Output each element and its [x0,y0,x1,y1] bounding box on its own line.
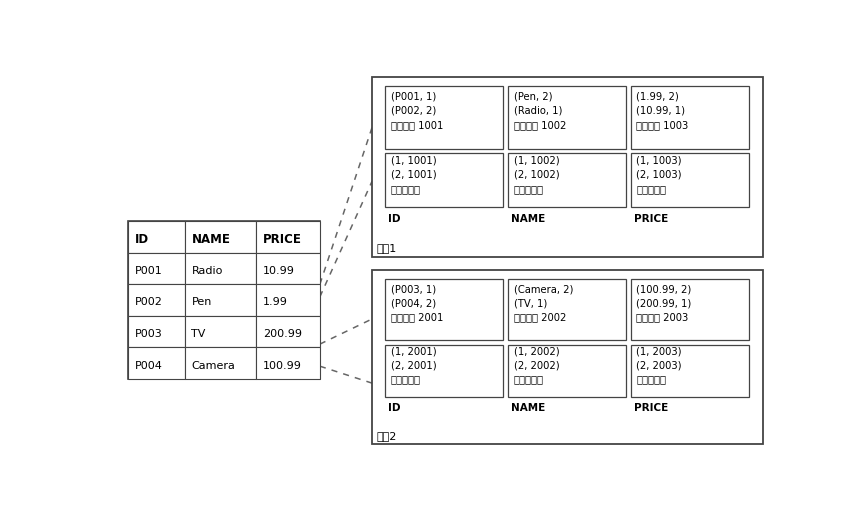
Bar [386,345,503,397]
Text: PRICE: PRICE [633,403,668,413]
Text: ID: ID [388,214,400,224]
Bar [256,252,320,284]
Text: (100.99, 2)
(200.99, 1)
値数据块 2003: (100.99, 2) (200.99, 1) 値数据块 2003 [637,284,692,323]
Bar [631,279,748,340]
Bar [256,347,320,379]
Text: Radio: Radio [192,266,223,276]
Bar [386,154,503,207]
Bar [185,252,256,284]
Bar [256,221,320,252]
Bar [386,279,503,340]
Text: (P003, 1)
(P004, 2)
値数据块 2001: (P003, 1) (P004, 2) 値数据块 2001 [391,284,444,323]
Text: (Camera, 2)
(TV, 1)
値数据块 2002: (Camera, 2) (TV, 1) 値数据块 2002 [513,284,573,323]
Text: NAME: NAME [192,233,230,246]
Text: (1, 1003)
(2, 1003)
连接数据块: (1, 1003) (2, 1003) 连接数据块 [637,156,682,194]
Text: PRICE: PRICE [263,233,302,246]
Bar [631,86,748,148]
Text: P001: P001 [135,266,162,276]
Text: Camera: Camera [192,360,236,371]
Bar [185,347,256,379]
Text: (P001, 1)
(P002, 2)
値数据块 1001: (P001, 1) (P002, 2) 値数据块 1001 [391,92,444,130]
Bar [631,154,748,207]
Text: Pen: Pen [192,297,211,308]
Bar [631,345,748,397]
Text: 表效1: 表效1 [376,243,396,253]
Bar [128,221,185,252]
Bar [128,347,185,379]
Bar [128,316,185,347]
Text: P004: P004 [135,360,162,371]
Text: TV: TV [192,329,206,339]
Bar [508,345,626,397]
Text: (1, 2002)
(2, 2002)
连接数据块: (1, 2002) (2, 2002) 连接数据块 [513,346,559,385]
Text: (1, 2003)
(2, 2003)
连接数据块: (1, 2003) (2, 2003) 连接数据块 [637,346,682,385]
Text: 100.99: 100.99 [263,360,302,371]
Text: PRICE: PRICE [633,214,668,224]
Bar [128,284,185,316]
Bar [386,86,503,148]
Text: 表效2: 表效2 [376,431,396,441]
Bar [185,221,256,252]
Text: P003: P003 [135,329,162,339]
Text: 1.99: 1.99 [263,297,288,308]
Bar [372,270,764,444]
Text: 200.99: 200.99 [263,329,302,339]
Text: ID: ID [135,233,148,246]
Text: NAME: NAME [511,214,545,224]
Bar [508,279,626,340]
Text: (1, 1001)
(2, 1001)
连接数据块: (1, 1001) (2, 1001) 连接数据块 [391,156,437,194]
Text: P002: P002 [135,297,162,308]
Text: ID: ID [388,403,400,413]
Bar [128,221,320,379]
Bar [185,284,256,316]
Bar [256,284,320,316]
Bar [508,86,626,148]
Text: (1, 1002)
(2, 1002)
连接数据块: (1, 1002) (2, 1002) 连接数据块 [513,156,559,194]
Bar [185,316,256,347]
Text: 10.99: 10.99 [263,266,295,276]
Bar [508,154,626,207]
Bar [256,316,320,347]
Text: (1.99, 2)
(10.99, 1)
値数据块 1003: (1.99, 2) (10.99, 1) 値数据块 1003 [637,92,689,130]
Bar [128,252,185,284]
Text: (Pen, 2)
(Radio, 1)
値数据块 1002: (Pen, 2) (Radio, 1) 値数据块 1002 [513,92,566,130]
Bar [372,77,764,257]
Text: NAME: NAME [511,403,545,413]
Text: (1, 2001)
(2, 2001)
连接数据块: (1, 2001) (2, 2001) 连接数据块 [391,346,437,385]
